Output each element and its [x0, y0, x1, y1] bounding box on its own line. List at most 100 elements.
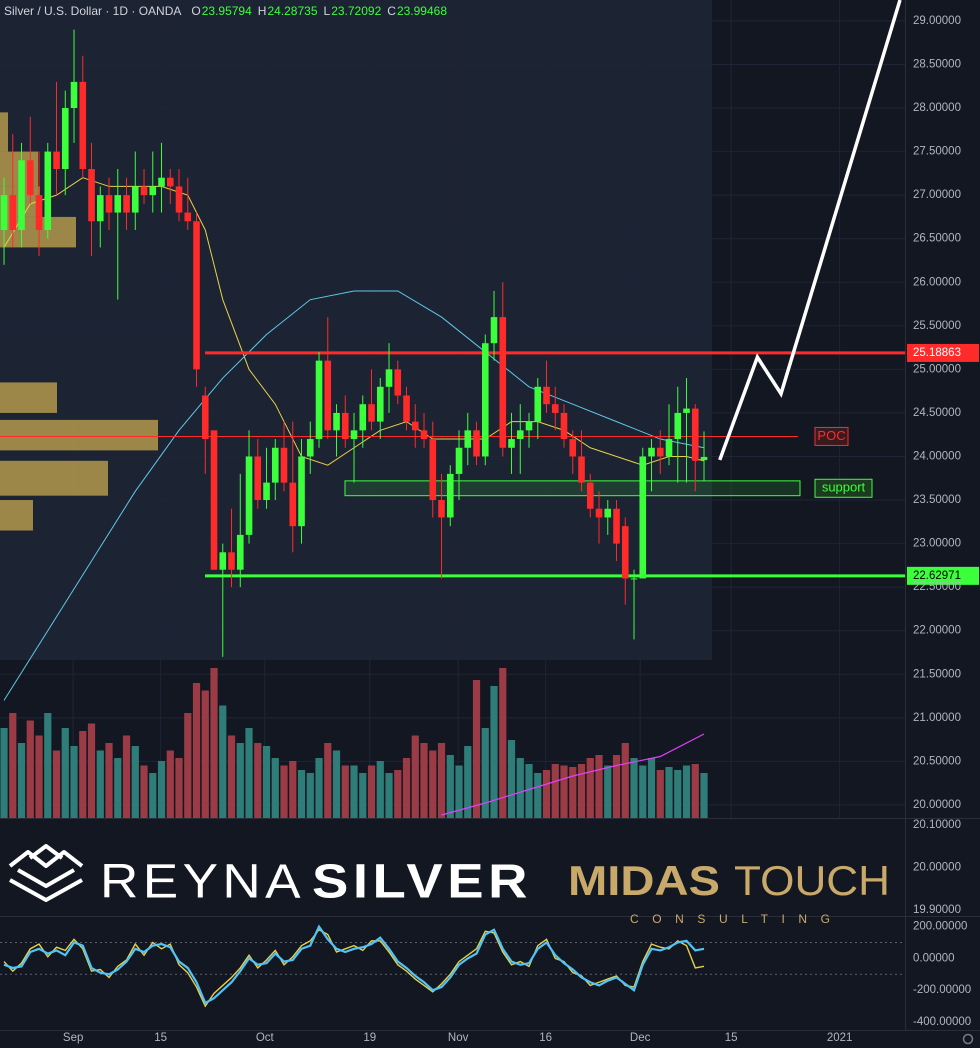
volume-bar [516, 758, 524, 818]
ohlc-label: C [387, 4, 396, 18]
y-tick-label: 21.50000 [913, 668, 961, 680]
brand-text: SILVER [312, 856, 532, 909]
candle-body [700, 456, 708, 461]
volume-bar [289, 761, 297, 818]
volume-bar [525, 764, 533, 818]
poc-label: POC [817, 428, 845, 443]
brand-text: TOUCH [734, 857, 890, 904]
candle-body [210, 430, 218, 570]
candle-body [306, 439, 314, 457]
candle-body [508, 439, 515, 448]
ohlc-value: 23.72092 [331, 4, 381, 18]
y-tick-label: 19.90000 [913, 904, 961, 916]
volume-bar [44, 713, 52, 818]
volume-bar [96, 750, 104, 818]
volume-bar [394, 770, 402, 818]
candle-body [578, 456, 585, 483]
level-price-label: 22.62971 [913, 570, 961, 582]
settings-icon[interactable] [962, 1033, 974, 1045]
y-tick-label: 29.00000 [913, 15, 961, 27]
candle-body [123, 195, 130, 213]
candle-body [376, 386, 384, 422]
volume-bar [472, 680, 481, 818]
volume-profile-row [0, 382, 57, 413]
y-tick-label: 28.00000 [913, 102, 961, 114]
icon-stroke [28, 844, 64, 860]
volume-bar [647, 758, 656, 818]
y-tick-label: 20.50000 [913, 755, 961, 767]
volume-bar [315, 758, 323, 818]
x-tick-label: 2021 [827, 1032, 853, 1044]
volume-bar [420, 743, 428, 818]
volume-bar [9, 713, 17, 818]
candle-body [613, 508, 620, 544]
volume-bar [507, 740, 516, 818]
icon-stroke [17, 868, 75, 888]
level-price-box [907, 566, 979, 585]
candle-body [9, 195, 17, 230]
volume-bar [437, 743, 446, 818]
x-tick-label: 15 [154, 1032, 167, 1044]
volume-bar [35, 735, 43, 818]
volume-bar [429, 750, 437, 818]
ohlc-value: 24.28735 [267, 4, 317, 18]
volume-bar [481, 728, 489, 818]
level-price-box [907, 343, 979, 362]
candle-body [543, 386, 550, 405]
volume-bar [114, 758, 122, 818]
volume-bar [691, 764, 699, 818]
y-tick-label: 25.50000 [913, 320, 961, 332]
y-tick-label: -200.00000 [913, 984, 971, 996]
candle-body [324, 360, 332, 431]
poc-label-box [814, 426, 849, 446]
candle-body [438, 500, 445, 518]
volume-bar [219, 705, 227, 818]
candle-body [201, 395, 209, 440]
volume-bar [682, 765, 691, 818]
volume-bar [149, 773, 157, 818]
candle-body [656, 447, 664, 457]
candle-body [385, 369, 393, 387]
volume-bar [297, 770, 306, 818]
candle-body [473, 430, 480, 457]
volume-bar [262, 746, 271, 818]
volume-bar [175, 758, 183, 818]
candle-body [411, 421, 419, 431]
ohlc-value: 23.95794 [202, 4, 252, 18]
settings-gear[interactable] [962, 1033, 974, 1045]
volume-bar [411, 735, 419, 818]
candle-body [551, 404, 559, 413]
volume-bar [245, 728, 253, 818]
indicator-line [3, 928, 705, 1008]
volume-bar [586, 758, 594, 818]
volume-bar [656, 770, 664, 818]
volume-bar [17, 743, 26, 818]
candle-body [140, 186, 148, 196]
candle-body [464, 430, 472, 448]
candle-body [35, 195, 43, 230]
candle-body [228, 552, 235, 570]
x-tick-label: Nov [448, 1032, 469, 1044]
volume-bar [192, 683, 201, 818]
candle-body [149, 186, 157, 196]
y-tick-label: 25.00000 [913, 363, 961, 375]
volume-profile-row [0, 419, 158, 451]
candle-body [639, 456, 647, 579]
volume-bar [70, 746, 78, 818]
candle-body [341, 412, 349, 440]
candle-body [691, 408, 699, 461]
volume-bar [184, 713, 192, 818]
volume-bar [367, 765, 376, 818]
candle-body [289, 482, 297, 527]
chart-title: Silver / U.S. Dollar · 1D · OANDA [4, 4, 181, 18]
y-tick-label: 24.00000 [913, 451, 961, 463]
candle-body [44, 151, 52, 230]
x-tick-label: 15 [725, 1032, 738, 1044]
volume-bar [455, 765, 463, 818]
candle-body [350, 430, 358, 440]
x-tick-label: 16 [539, 1032, 552, 1044]
candle-body [280, 447, 288, 483]
candle-body [18, 160, 25, 230]
candle-body [0, 195, 8, 230]
volume-bar [665, 767, 673, 818]
